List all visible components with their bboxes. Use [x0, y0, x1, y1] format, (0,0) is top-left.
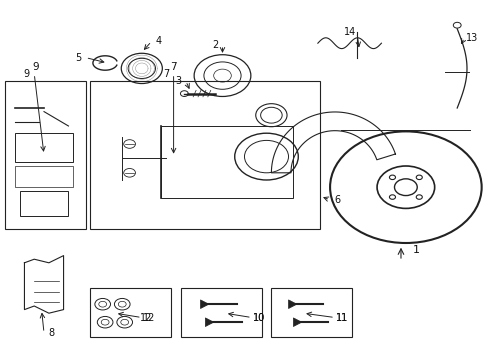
- Text: 1: 1: [412, 245, 419, 255]
- Text: 3: 3: [175, 76, 181, 86]
- Polygon shape: [293, 318, 301, 327]
- Text: 6: 6: [334, 195, 340, 205]
- Polygon shape: [200, 300, 208, 309]
- Text: 5: 5: [75, 53, 81, 63]
- Text: 12: 12: [142, 312, 155, 323]
- Polygon shape: [205, 318, 213, 327]
- Text: 13: 13: [465, 33, 477, 43]
- Text: 11: 11: [336, 312, 348, 323]
- Polygon shape: [288, 300, 296, 309]
- Text: 7: 7: [163, 69, 169, 79]
- Circle shape: [180, 91, 188, 96]
- Text: 4: 4: [156, 36, 162, 46]
- Text: 9: 9: [32, 62, 39, 72]
- Text: 7: 7: [170, 62, 177, 72]
- Text: 12: 12: [140, 312, 152, 323]
- Text: 14: 14: [343, 27, 355, 37]
- Text: 9: 9: [24, 69, 30, 79]
- Text: 10: 10: [253, 312, 265, 323]
- Text: 11: 11: [335, 312, 348, 323]
- Text: 2: 2: [212, 40, 218, 50]
- Text: 8: 8: [48, 328, 54, 338]
- Text: 10: 10: [252, 312, 265, 323]
